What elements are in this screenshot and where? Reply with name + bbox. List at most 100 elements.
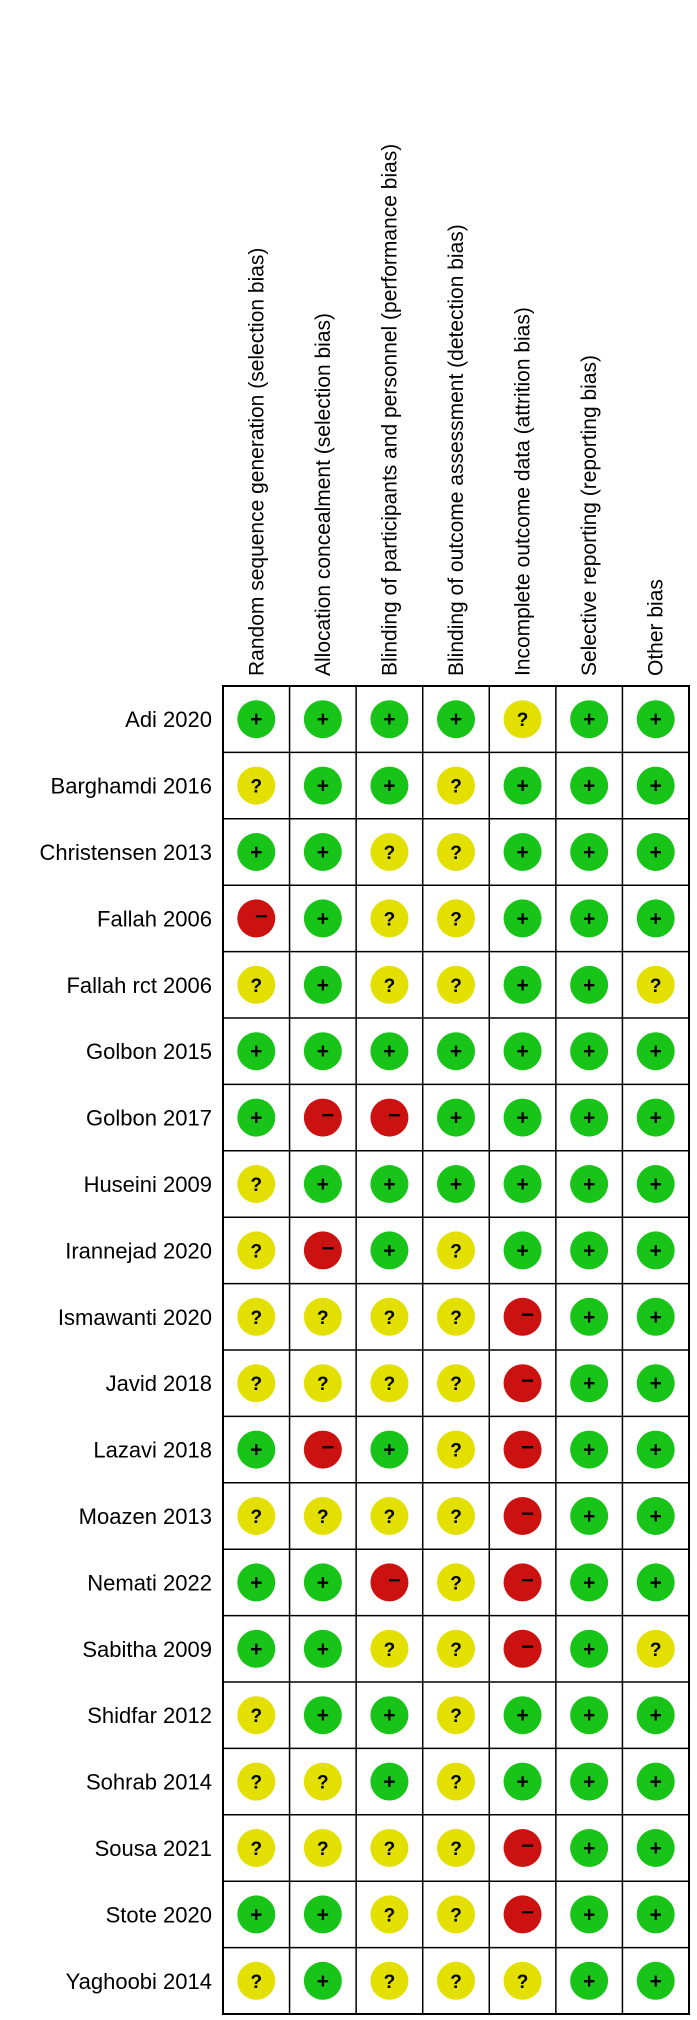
rating-circle <box>237 1497 276 1535</box>
rating-circle <box>370 1961 409 2000</box>
rating-symbol: ? <box>384 1507 396 1528</box>
rating-low-irannejad-2020-col5: + <box>503 1231 542 1270</box>
rating-symbol: ? <box>384 1839 396 1860</box>
rating-unclear-sohrab-2014-col4: ? <box>437 1762 475 1801</box>
rating-circle <box>237 1364 276 1403</box>
rating-unclear-ismawanti-2020-col4: ? <box>437 1297 475 1336</box>
rating-unclear-lazavi-2018-col4: ? <box>437 1430 475 1469</box>
rating-symbol: + <box>383 708 395 731</box>
rating-symbol: + <box>317 1638 329 1661</box>
rating-low-shidfar-2012-col2: + <box>303 1696 342 1735</box>
rating-circle <box>503 833 542 871</box>
rating-unclear-sousa-2021-col3: ? <box>370 1829 409 1867</box>
rating-circle <box>570 700 609 739</box>
rating-circle <box>370 1098 409 1137</box>
rating-symbol: + <box>383 1173 395 1196</box>
column-header-6: Selective reporting (reporting bias) <box>578 355 601 676</box>
rating-circle <box>570 1032 609 1071</box>
rating-unclear-ismawanti-2020-col1: ? <box>237 1297 276 1336</box>
rating-unclear-yaghoobi-2014-col5: ? <box>503 1961 542 2000</box>
rating-circle <box>237 1430 276 1469</box>
rating-symbol: ? <box>250 1839 262 1860</box>
rating-symbol: − <box>321 1435 334 1460</box>
rating-symbol: − <box>521 1833 534 1858</box>
rating-circle <box>503 1563 542 1602</box>
rating-low-irannejad-2020-col3: + <box>370 1231 409 1270</box>
rating-symbol: ? <box>450 1773 462 1794</box>
rating-symbol: ? <box>450 1241 462 1262</box>
rating-unclear-fallah-rct-2006-col4: ? <box>437 965 475 1004</box>
rating-low-lazavi-2018-col6: + <box>570 1430 609 1469</box>
rating-circle <box>636 1098 675 1137</box>
rating-symbol: ? <box>517 710 529 731</box>
rating-unclear-sabitha-2009-col7: ? <box>636 1629 675 1668</box>
rating-symbol: ? <box>384 1905 396 1926</box>
rating-low-lazavi-2018-col1: + <box>237 1430 276 1469</box>
rating-symbol: ? <box>250 1706 262 1727</box>
rating-high-irannejad-2020-col2: − <box>303 1231 342 1270</box>
rating-circle <box>636 1430 675 1469</box>
rating-symbol: + <box>516 1107 528 1130</box>
rating-unclear-fallah-rct-2006-col7: ? <box>636 965 675 1004</box>
row-header-huseini-2009: Huseini 2009 <box>84 1172 212 1197</box>
rating-symbol: + <box>583 775 595 798</box>
rating-symbol: ? <box>384 1972 396 1993</box>
rating-symbol: + <box>317 1173 329 1196</box>
rating-circle <box>636 1762 675 1801</box>
rating-symbol: + <box>250 708 262 731</box>
rating-high-golbon-2017-col2: − <box>303 1098 342 1137</box>
rating-low-stote-2020-col1: + <box>237 1895 276 1934</box>
rating-circle <box>437 700 475 739</box>
rating-unclear-barghamdi-2016-col4: ? <box>437 766 475 805</box>
rating-low-huseini-2009-col4: + <box>437 1165 475 1203</box>
column-header-3: Blinding of participants and personnel (… <box>378 144 401 676</box>
rating-symbol: + <box>383 1239 395 1262</box>
rating-symbol: + <box>583 1107 595 1130</box>
rating-circle <box>503 1696 542 1735</box>
rating-symbol: ? <box>450 1640 462 1661</box>
rating-symbol: + <box>450 1173 462 1196</box>
rating-circle <box>636 1497 675 1535</box>
rating-symbol: ? <box>650 976 662 997</box>
rating-circle <box>437 1098 475 1137</box>
rating-circle <box>237 1165 276 1203</box>
rating-low-javid-2018-col6: + <box>570 1364 609 1403</box>
rating-symbol: ? <box>250 1374 262 1395</box>
rating-unclear-christensen-2013-col3: ? <box>370 833 409 871</box>
row-header-fallah-rct-2006: Fallah rct 2006 <box>66 973 212 998</box>
rating-symbol: + <box>516 1239 528 1262</box>
rating-circle <box>503 700 542 739</box>
rating-unclear-sousa-2021-col4: ? <box>437 1829 475 1867</box>
rating-symbol: + <box>650 1040 662 1063</box>
rating-symbol: + <box>650 1239 662 1262</box>
rating-circle <box>370 1829 409 1867</box>
rating-circle <box>437 1563 475 1602</box>
rating-symbol: ? <box>250 1241 262 1262</box>
rating-low-fallah-2006-col5: + <box>503 899 542 938</box>
rating-low-stote-2020-col2: + <box>303 1895 342 1934</box>
rating-low-fallah-2006-col6: + <box>570 899 609 938</box>
rating-circle <box>503 1497 542 1535</box>
rating-circle <box>636 1829 675 1867</box>
rating-low-moazen-2013-col6: + <box>570 1497 609 1535</box>
rating-circle <box>237 1231 276 1270</box>
grid <box>222 685 690 2015</box>
rating-circle <box>303 1696 342 1735</box>
rating-low-sabitha-2009-col6: + <box>570 1629 609 1668</box>
rating-circle <box>570 1297 609 1336</box>
rating-symbol: + <box>650 1372 662 1395</box>
rating-symbol: + <box>583 1505 595 1528</box>
rating-symbol: + <box>583 1306 595 1329</box>
rating-symbol: + <box>317 907 329 930</box>
rating-unclear-fallah-rct-2006-col3: ? <box>370 965 409 1004</box>
rating-symbol: + <box>650 907 662 930</box>
rating-symbol: + <box>516 907 528 930</box>
rating-circle <box>370 1696 409 1735</box>
rating-circle <box>437 766 475 805</box>
rating-symbol: + <box>250 1439 262 1462</box>
rating-low-barghamdi-2016-col5: + <box>503 766 542 805</box>
rating-symbol: + <box>650 1771 662 1794</box>
rating-circle <box>303 965 342 1004</box>
rating-symbol: ? <box>450 1573 462 1594</box>
